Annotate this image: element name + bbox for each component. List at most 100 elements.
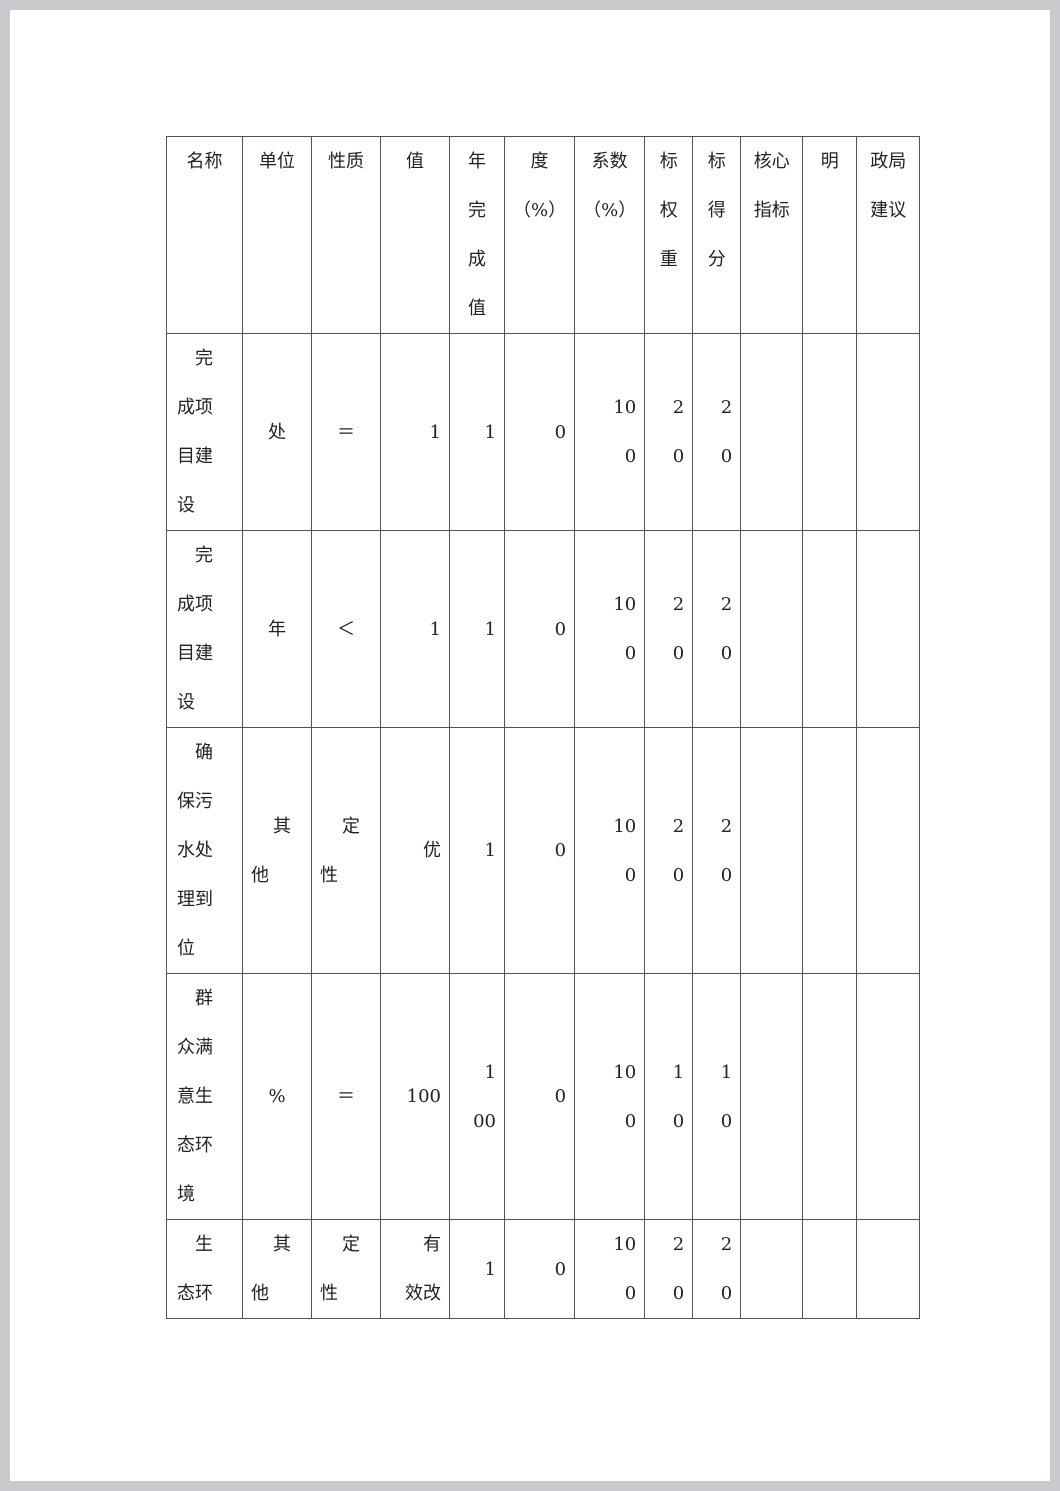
cell-text-line: 标 [707, 151, 726, 172]
cell-text-line: 性质 [328, 151, 364, 172]
row-explanation-cell [802, 530, 858, 728]
table-row: 群众满 意生 态环境% ＝ 100 1 00 0 10 0 1 0 1 0 [166, 973, 921, 1220]
row-nature-cell: ＜ [311, 530, 381, 728]
table-row: 生态环其他定性有效改 1 0 10 0 2 0 2 0 [166, 1219, 921, 1319]
cell-text-line: 0 [624, 1283, 637, 1304]
cell-text-line: 众满 [177, 1037, 213, 1058]
cell-text-line: 年 [468, 151, 486, 172]
row-completion-rate-cell: 0 [503, 727, 576, 974]
row-name-cell: 生态环 [166, 1219, 243, 1319]
cell-text-line: 0 [672, 1283, 685, 1304]
row-name-cell: 确保污 水处 理到位 [166, 727, 243, 974]
cell-text-line: 值 [468, 298, 486, 319]
cell-text-line: 设 [177, 692, 195, 713]
cell-text-line: 性 [320, 864, 338, 886]
cell-text-line: 0 [624, 1110, 637, 1132]
row-coefficient-cell: 10 0 [574, 333, 646, 531]
cell-text-line: 完 [195, 348, 213, 369]
row-core-indicator-cell [740, 1219, 804, 1319]
header-explanation-cell: 明 [802, 136, 858, 334]
row-completion-rate-cell: 0 [503, 333, 576, 531]
row-suggestion-cell [856, 727, 921, 974]
cell-text-line: 值 [406, 151, 424, 172]
row-nature-cell: ＝ [311, 973, 381, 1220]
cell-text-line: 设 [177, 495, 195, 516]
row-core-indicator-cell [740, 333, 804, 531]
cell-text-line: 10 [613, 1234, 637, 1255]
header-annual-completed-cell: 年完成值 [449, 136, 505, 334]
cell-text-line: 群 [195, 988, 213, 1009]
row-suggestion-cell [856, 1219, 921, 1319]
cell-text-line: 年 [268, 618, 286, 640]
row-name-cell: 完成项 目建设 [166, 530, 243, 728]
table-row: 确保污 水处 理到位其他定性优 1 0 10 0 2 0 2 0 [166, 727, 921, 974]
cell-text-line: 明 [820, 151, 839, 172]
row-annual-completed-cell: 1 [449, 1219, 505, 1319]
cell-text-line: 0 [672, 1110, 685, 1132]
row-annual-completed-cell: 1 [449, 333, 505, 531]
cell-text-line: 系数 [591, 151, 628, 172]
cell-text-line: 指标 [753, 200, 790, 221]
cell-text-line: 1 [484, 1258, 496, 1280]
row-target-value-cell: 100 [380, 973, 450, 1220]
cell-text-line: 目建 [177, 643, 213, 664]
cell-text-line: 0 [672, 643, 685, 664]
row-explanation-cell [802, 333, 858, 531]
cell-text-line: 建议 [870, 200, 907, 221]
header-name-cell: 名称 [166, 136, 243, 334]
row-coefficient-cell: 10 0 [574, 530, 646, 728]
row-name-cell: 群众满 意生 态环境 [166, 973, 243, 1220]
cell-text-line: 0 [672, 446, 685, 467]
row-completion-rate-cell: 0 [503, 1219, 576, 1319]
table-header-row: 名称 单位 性质值年完成值度（%） 系数 （%）标权重标得分核心 指标明政局 建议 [166, 136, 921, 334]
cell-text-line: （%） [513, 200, 567, 221]
row-target-value-cell: 1 [380, 530, 450, 728]
cell-text-line: 成 [468, 249, 486, 270]
row-unit-cell: 年 [242, 530, 312, 728]
cell-text-line: 10 [613, 594, 637, 615]
cell-text-line: 定 [342, 1234, 360, 1255]
cell-text-line: 处 [268, 421, 286, 443]
row-core-indicator-cell [740, 530, 804, 728]
cell-text-line: 0 [720, 643, 733, 664]
cell-text-line: 0 [624, 643, 637, 664]
row-coefficient-cell: 10 0 [574, 973, 646, 1220]
cell-text-line: 重 [659, 249, 678, 270]
cell-text-line: 0 [720, 1283, 733, 1304]
table-row: 完成项 目建设年＜ 1 1 0 10 0 2 0 2 0 [166, 530, 921, 728]
cell-text-line: 名称 [186, 151, 223, 172]
cell-text-line: 10 [613, 815, 637, 837]
header-weight-cell: 标权重 [644, 136, 694, 334]
cell-text-line: 他 [251, 864, 269, 886]
cell-text-line: ＝ [337, 421, 355, 443]
cell-text-line: 水处 [177, 840, 213, 861]
row-target-value-cell: 1 [380, 333, 450, 531]
cell-text-line: 目建 [177, 446, 213, 467]
cell-text-line: 成项 [177, 594, 213, 615]
row-core-indicator-cell [740, 973, 804, 1220]
cell-text-line: % [268, 1086, 286, 1107]
row-core-indicator-cell [740, 727, 804, 974]
row-name-cell: 完成项 目建设 [166, 333, 243, 531]
performance-table: 名称 单位 性质值年完成值度（%） 系数 （%）标权重标得分核心 指标明政局 建议完成项 目建… [166, 136, 921, 1319]
cell-text-line: 2 [672, 1234, 685, 1255]
cell-text-line: ＜ [337, 618, 355, 640]
row-nature-cell: 定性 [311, 1219, 381, 1319]
cell-text-line: 2 [672, 594, 685, 615]
cell-text-line: 态环 [177, 1283, 213, 1304]
header-coefficient-cell: 系数 （%） [574, 136, 646, 334]
cell-text-line: 完 [468, 200, 486, 221]
cell-text-line: 其 [273, 815, 291, 837]
cell-text-line: 2 [720, 594, 733, 615]
cell-text-line: 2 [672, 397, 685, 418]
cell-text-line: 0 [554, 618, 567, 640]
row-target-value-cell: 有效改 [380, 1219, 450, 1319]
cell-text-line: 生 [195, 1234, 213, 1255]
cell-text-line: 1 [429, 618, 441, 640]
cell-text-line: 权 [659, 200, 678, 221]
row-annual-completed-cell: 1 00 [449, 973, 505, 1220]
cell-text-line: 10 [613, 1061, 637, 1083]
